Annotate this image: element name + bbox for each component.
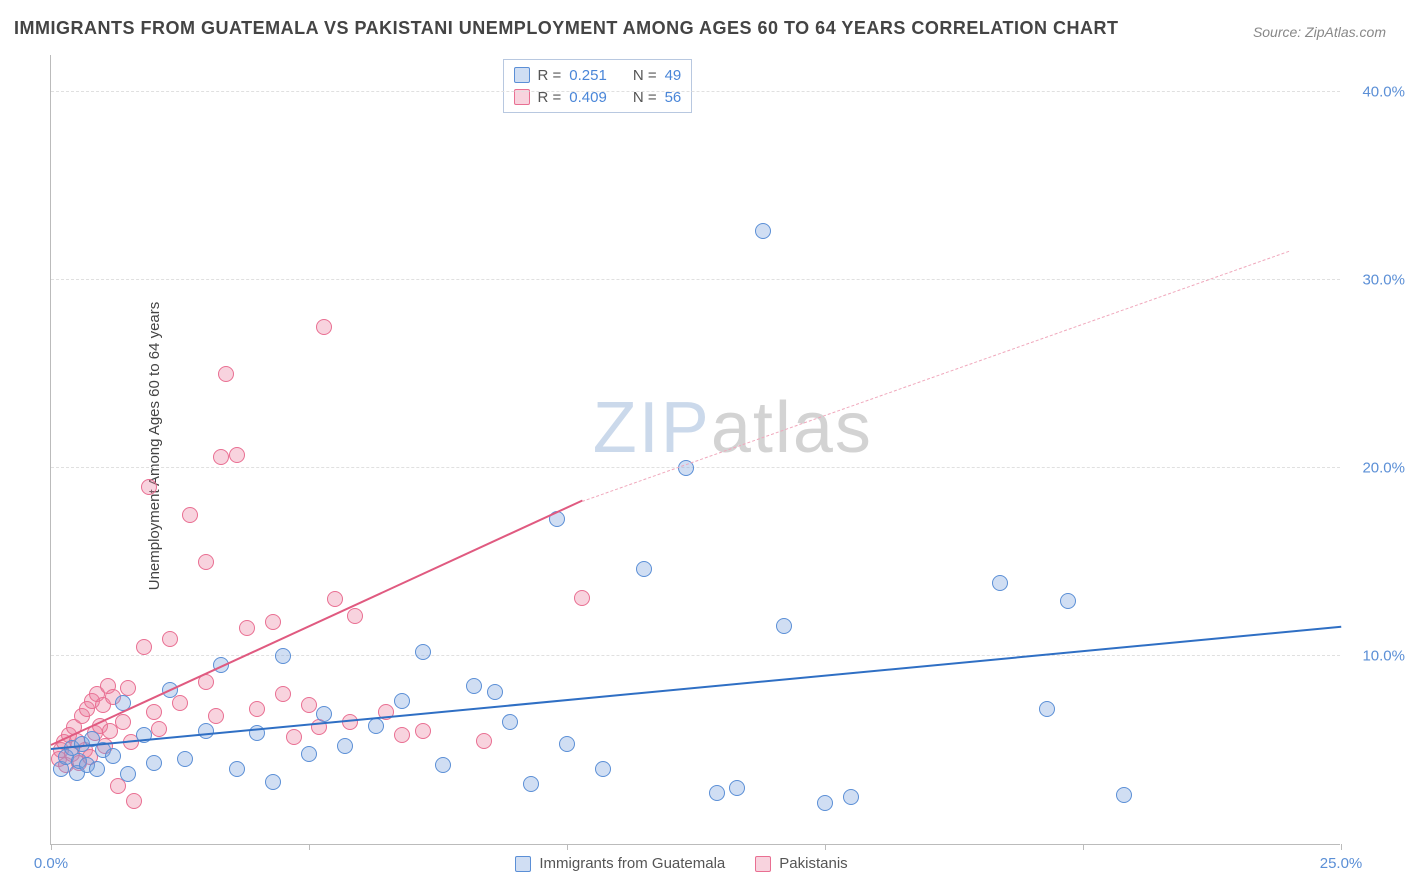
trend-line bbox=[51, 626, 1341, 750]
watermark-zip: ZIP bbox=[593, 388, 711, 468]
blue-point bbox=[301, 746, 317, 762]
x-tick-mark bbox=[825, 844, 826, 850]
pink-point bbox=[198, 554, 214, 570]
x-tick-mark bbox=[1083, 844, 1084, 850]
pink-point bbox=[218, 366, 234, 382]
blue-point bbox=[487, 684, 503, 700]
trend-line bbox=[582, 251, 1289, 502]
swatch-blue-icon bbox=[514, 67, 530, 83]
blue-point bbox=[776, 618, 792, 634]
pink-point bbox=[327, 591, 343, 607]
pink-point bbox=[394, 727, 410, 743]
pink-point bbox=[316, 319, 332, 335]
gridline bbox=[51, 91, 1340, 92]
pink-point bbox=[141, 479, 157, 495]
y-tick-label: 30.0% bbox=[1362, 271, 1405, 288]
r-value-blue: 0.251 bbox=[569, 67, 607, 84]
blue-point bbox=[636, 561, 652, 577]
pink-point bbox=[574, 590, 590, 606]
blue-point bbox=[1060, 593, 1076, 609]
blue-point bbox=[198, 723, 214, 739]
legend-row-pink: R = 0.409 N = 56 bbox=[514, 86, 682, 108]
y-tick-label: 20.0% bbox=[1362, 459, 1405, 476]
blue-point bbox=[316, 706, 332, 722]
watermark-atlas: atlas bbox=[711, 388, 873, 468]
x-tick-label: 25.0% bbox=[1320, 855, 1363, 872]
source-attribution: Source: ZipAtlas.com bbox=[1253, 24, 1386, 40]
n-value-blue: 49 bbox=[665, 67, 682, 84]
blue-point bbox=[275, 648, 291, 664]
pink-point bbox=[347, 608, 363, 624]
pink-point bbox=[249, 701, 265, 717]
gridline bbox=[51, 467, 1340, 468]
x-tick-mark bbox=[567, 844, 568, 850]
blue-point bbox=[368, 718, 384, 734]
pink-point bbox=[286, 729, 302, 745]
blue-point bbox=[709, 785, 725, 801]
r-label: R = bbox=[538, 67, 562, 84]
y-tick-label: 10.0% bbox=[1362, 647, 1405, 664]
blue-point bbox=[729, 780, 745, 796]
blue-point bbox=[177, 751, 193, 767]
pink-point bbox=[239, 620, 255, 636]
legend-label-pink: Pakistanis bbox=[779, 855, 847, 872]
blue-point bbox=[337, 738, 353, 754]
blue-point bbox=[120, 766, 136, 782]
blue-point bbox=[146, 755, 162, 771]
blue-point bbox=[502, 714, 518, 730]
x-tick-mark bbox=[309, 844, 310, 850]
blue-point bbox=[435, 757, 451, 773]
pink-point bbox=[476, 733, 492, 749]
blue-point bbox=[595, 761, 611, 777]
pink-point bbox=[120, 680, 136, 696]
pink-point bbox=[213, 449, 229, 465]
swatch-pink-icon bbox=[755, 856, 771, 872]
blue-point bbox=[1116, 787, 1132, 803]
blue-point bbox=[229, 761, 245, 777]
gridline bbox=[51, 279, 1340, 280]
pink-point bbox=[172, 695, 188, 711]
pink-point bbox=[126, 793, 142, 809]
scatter-plot: ZIPatlas R = 0.251 N = 49 R = 0.409 N = … bbox=[50, 55, 1340, 845]
y-tick-label: 40.0% bbox=[1362, 83, 1405, 100]
x-tick-label: 0.0% bbox=[34, 855, 68, 872]
blue-point bbox=[415, 644, 431, 660]
blue-point bbox=[89, 761, 105, 777]
pink-point bbox=[415, 723, 431, 739]
blue-point bbox=[265, 774, 281, 790]
blue-point bbox=[559, 736, 575, 752]
pink-point bbox=[301, 697, 317, 713]
legend-item-blue: Immigrants from Guatemala bbox=[515, 855, 725, 872]
swatch-blue-icon bbox=[515, 856, 531, 872]
correlation-legend: R = 0.251 N = 49 R = 0.409 N = 56 bbox=[503, 59, 693, 113]
blue-point bbox=[466, 678, 482, 694]
pink-point bbox=[229, 447, 245, 463]
blue-point bbox=[394, 693, 410, 709]
blue-point bbox=[105, 748, 121, 764]
pink-point bbox=[146, 704, 162, 720]
pink-point bbox=[265, 614, 281, 630]
pink-point bbox=[115, 714, 131, 730]
blue-point bbox=[1039, 701, 1055, 717]
legend-item-pink: Pakistanis bbox=[755, 855, 847, 872]
blue-point bbox=[992, 575, 1008, 591]
x-tick-mark bbox=[1341, 844, 1342, 850]
blue-point bbox=[817, 795, 833, 811]
pink-point bbox=[208, 708, 224, 724]
pink-point bbox=[182, 507, 198, 523]
blue-point bbox=[523, 776, 539, 792]
pink-point bbox=[275, 686, 291, 702]
pink-point bbox=[151, 721, 167, 737]
pink-point bbox=[162, 631, 178, 647]
x-tick-mark bbox=[51, 844, 52, 850]
blue-point bbox=[843, 789, 859, 805]
legend-row-blue: R = 0.251 N = 49 bbox=[514, 64, 682, 86]
chart-title: IMMIGRANTS FROM GUATEMALA VS PAKISTANI U… bbox=[14, 18, 1119, 39]
legend-label-blue: Immigrants from Guatemala bbox=[539, 855, 725, 872]
n-label: N = bbox=[633, 67, 657, 84]
series-legend: Immigrants from Guatemala Pakistanis bbox=[515, 855, 847, 872]
pink-point bbox=[136, 639, 152, 655]
watermark: ZIPatlas bbox=[593, 387, 873, 469]
blue-point bbox=[755, 223, 771, 239]
